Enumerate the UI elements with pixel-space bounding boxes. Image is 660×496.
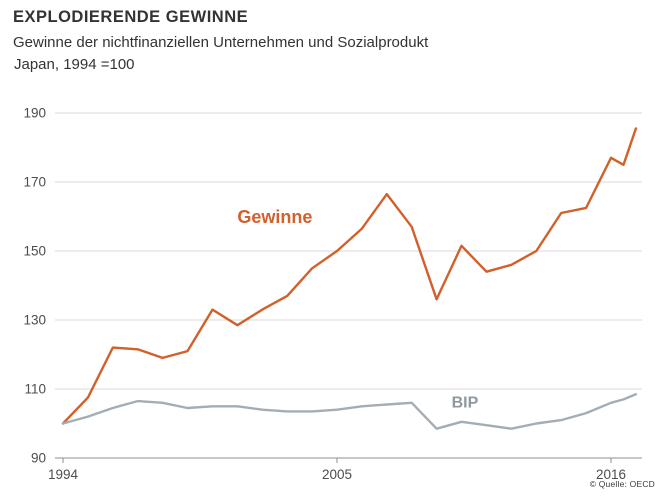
chart-header: EXPLODIERENDE GEWINNE Gewinne der nichtf… [13, 8, 428, 73]
source-note: © Quelle: OECD [589, 479, 655, 489]
y-tick-label: 130 [23, 313, 46, 328]
x-tick-label: 2016 [596, 467, 626, 482]
y-tick-label: 190 [23, 106, 46, 121]
bip-series-label: BIP [452, 395, 479, 412]
y-tick-label: 150 [23, 244, 46, 259]
chart-subtitle-units: Japan, 1994 =100 [14, 56, 135, 73]
bip-line [61, 393, 638, 430]
chart-subtitle: Gewinne der nichtfinanziellen Unternehme… [13, 34, 429, 51]
gewinne-series-label: Gewinne [237, 207, 312, 227]
y-tick-label: 90 [31, 451, 46, 466]
y-tick-label: 170 [23, 175, 46, 190]
x-tick-label: 1994 [48, 467, 79, 482]
x-tick-label: 2005 [322, 467, 352, 482]
y-tick-label: 110 [24, 382, 46, 397]
gewinne-line [61, 127, 638, 425]
chart-title: EXPLODIERENDE GEWINNE [13, 8, 249, 26]
